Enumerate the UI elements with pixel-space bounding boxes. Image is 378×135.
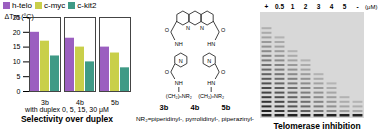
svg-text:N: N: [179, 58, 183, 64]
html-text:Selectivity over duplex: Selectivity over duplex: [20, 114, 114, 124]
svg-text:(μM): (μM): [365, 4, 377, 10]
svg-text:HN: HN: [207, 41, 215, 47]
svg-text:NR₂=piperidinyl-, pyrrolidinyl: NR₂=piperidinyl-, pyrrolidinyl-, piperaz…: [136, 116, 254, 122]
svg-text:5b: 5b: [222, 103, 231, 112]
svg-text:0: 0: [17, 88, 21, 95]
svg-text:(CH₂)ₙNR₂: (CH₂)ₙNR₂: [198, 93, 224, 99]
svg-text:ΔTm (°C): ΔTm (°C): [4, 13, 34, 21]
html-text:c-kit2: c-kit2: [77, 1, 97, 10]
svg-text:0.5: 0.5: [275, 3, 284, 10]
svg-text:5: 5: [343, 3, 347, 10]
html-text:with duplex 0, 5, 15, 30 μM: with duplex 0, 5, 15, 30 μM: [25, 106, 109, 113]
svg-text:3b: 3b: [160, 103, 169, 112]
svg-text:5: 5: [17, 73, 21, 80]
svg-text:-: -: [356, 3, 358, 10]
svg-text:(CH₂)ₙNR₂: (CH₂)ₙNR₂: [166, 93, 192, 99]
svg-text:NH: NH: [175, 41, 183, 47]
svg-text:N: N: [207, 58, 211, 64]
svg-text:1: 1: [291, 3, 295, 10]
svg-text:20: 20: [13, 29, 21, 36]
svg-text:4b: 4b: [191, 103, 200, 112]
svg-text:N: N: [200, 25, 204, 31]
svg-text:4b: 4b: [76, 99, 84, 105]
svg-text:3b: 3b: [41, 99, 49, 105]
svg-text:15: 15: [13, 43, 21, 50]
svg-text:10: 10: [13, 58, 21, 65]
svg-text:+: +: [265, 3, 269, 10]
svg-text:O: O: [221, 27, 226, 33]
svg-text:Telomerase inhibition: Telomerase inhibition: [273, 121, 360, 131]
svg-text:O: O: [221, 69, 226, 75]
svg-text:O: O: [165, 69, 170, 75]
svg-text:O: O: [165, 27, 170, 33]
html-text:c-myc: c-myc: [44, 1, 66, 10]
html-text:h-telo: h-telo: [12, 1, 32, 10]
svg-text:N: N: [186, 25, 190, 31]
svg-text:4: 4: [330, 3, 334, 10]
svg-text:5b: 5b: [111, 99, 119, 105]
svg-text:3: 3: [317, 3, 321, 10]
svg-text:HN: HN: [207, 80, 215, 86]
svg-text:2: 2: [304, 3, 308, 10]
svg-text:NH: NH: [175, 80, 183, 86]
